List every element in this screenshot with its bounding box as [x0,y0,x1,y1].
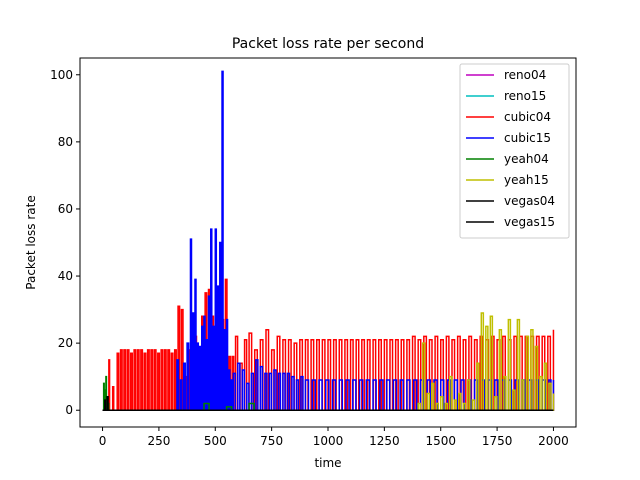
y-tick-label: 0 [65,403,73,417]
x-tick-label: 750 [260,434,283,448]
legend-label-cubic04: cubic04 [504,110,551,124]
legend-label-yeah04: yeah04 [504,152,549,166]
y-tick-label: 100 [50,68,73,82]
legend-label-vegas04: vegas04 [504,194,555,208]
x-tick-label: 1500 [425,434,456,448]
y-tick-label: 20 [58,336,73,350]
legend-label-reno04: reno04 [504,68,546,82]
legend-label-reno15: reno15 [504,89,546,103]
y-axis-label: Packet loss rate [24,195,38,289]
y-tick-label: 60 [58,202,73,216]
legend: reno04 reno15 cubic04 cubic15 yeah04 yeah15 ve… [459,63,570,239]
x-tick-label: 1750 [482,434,513,448]
chart-title: Packet loss rate per second [232,36,424,52]
x-tick-label: 1250 [369,434,400,448]
legend-label-vegas15: vegas15 [504,215,555,229]
legend-label-cubic15: cubic15 [504,131,551,145]
x-tick-label: 250 [147,434,170,448]
x-tick-label: 1000 [313,434,344,448]
x-tick-label: 500 [204,434,227,448]
x-tick-label: 0 [99,434,107,448]
y-tick-label: 80 [58,135,73,149]
axes-layer: 0 250 500 750 1000 1250 1500 1750 2000 0 20 40 60 80 1… [50,57,577,448]
legend-label-yeah15: yeah15 [504,173,549,187]
x-tick-label: 2000 [538,434,569,448]
series-group [102,70,555,411]
x-axis-label: time [314,456,341,470]
series-line-yeah15 [417,312,555,411]
plot-layer [102,70,555,411]
y-tick-label: 40 [58,269,73,283]
legend-box [459,63,570,239]
